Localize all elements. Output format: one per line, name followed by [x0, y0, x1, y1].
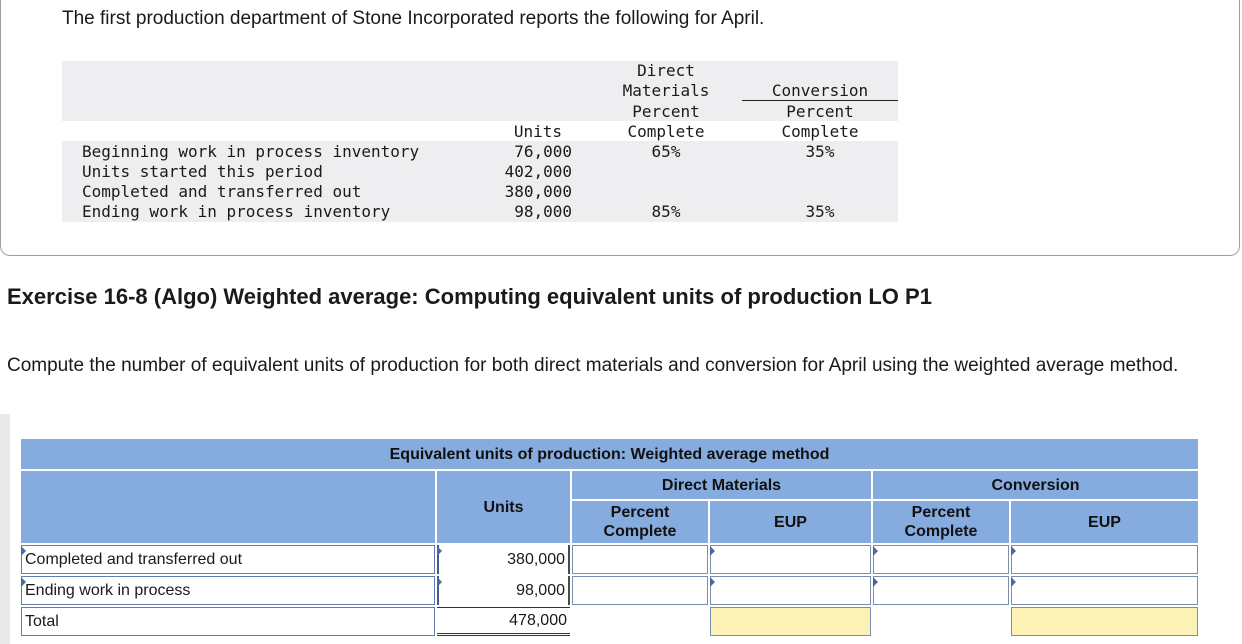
left-gutter [0, 414, 10, 644]
units-completed: 380,000 [437, 545, 570, 574]
row-label-ending-wip: Ending work in process [21, 576, 435, 605]
given-row-conv: 35% [805, 142, 835, 161]
given-header-conv-1: Conversion [771, 81, 869, 100]
dm-percent-completed-input[interactable] [572, 545, 708, 574]
given-row-conv: 35% [805, 202, 835, 221]
dm-eup-completed-input[interactable] [710, 545, 871, 574]
conv-eup-ending-wip-input[interactable] [1011, 576, 1198, 605]
given-row-units: 76,000 [514, 142, 572, 161]
dm-percent-complete-header: Percent Complete [572, 501, 708, 543]
cell-marker-icon [21, 577, 26, 587]
dm-eup-header: EUP [710, 501, 871, 543]
given-row-label: Ending work in process inventory [82, 202, 391, 221]
given-row-label: Beginning work in process inventory [82, 142, 420, 161]
row-label-completed: Completed and transferred out [21, 545, 435, 574]
given-row-units: 380,000 [504, 182, 572, 201]
row-label-total: Total [21, 607, 435, 636]
direct-materials-header: Direct Materials [572, 471, 871, 499]
dm-percent-ending-wip-input[interactable] [572, 576, 708, 605]
cell-marker-icon [437, 546, 442, 556]
units-ending-wip: 98,000 [437, 576, 570, 605]
exercise-instruction: Compute the number of equivalent units o… [7, 355, 1179, 376]
given-header-units: Units [513, 122, 562, 141]
cell-marker-icon [710, 577, 715, 587]
given-row-units: 98,000 [514, 202, 572, 221]
given-header-dm-4: Complete [627, 122, 705, 141]
dm-eup-ending-wip-input[interactable] [710, 576, 871, 605]
given-row-units: 402,000 [504, 162, 572, 181]
eup-worksheet: Equivalent units of production: Weighted… [21, 439, 1198, 639]
given-header-conv-2: Percent [786, 102, 854, 121]
given-row-dm: 65% [651, 142, 681, 161]
units-total: 478,000 [437, 607, 570, 636]
conv-percent-complete-header: Percent Complete [873, 501, 1009, 543]
conv-eup-completed-input[interactable] [1011, 545, 1198, 574]
given-header-dm-3: Percent [632, 102, 700, 121]
cell-marker-icon [1011, 577, 1016, 587]
cell-marker-icon [437, 577, 442, 587]
conv-eup-header: EUP [1011, 501, 1198, 543]
worksheet-title: Equivalent units of production: Weighted… [21, 439, 1198, 469]
units-header: Units [437, 471, 570, 543]
problem-card [0, 0, 1240, 256]
problem-intro: The first production department of Stone… [62, 8, 765, 29]
cell-marker-icon [873, 577, 878, 587]
given-header-dm-2: Materials [622, 81, 710, 100]
conversion-header: Conversion [873, 471, 1198, 499]
cell-marker-icon [873, 546, 878, 556]
dm-eup-total-input[interactable] [710, 607, 871, 636]
cell-marker-icon [1011, 546, 1016, 556]
cell-marker-icon [710, 546, 715, 556]
exercise-title: Exercise 16-8 (Algo) Weighted average: C… [7, 284, 932, 309]
given-row-label: Completed and transferred out [82, 182, 362, 201]
cell-marker-icon [21, 546, 26, 556]
given-row-dm: 85% [651, 202, 681, 221]
given-header-conv-3: Complete [781, 122, 859, 141]
conv-eup-total-input[interactable] [1011, 607, 1198, 636]
given-row-label: Units started this period [82, 162, 323, 181]
conv-percent-completed-input[interactable] [873, 545, 1009, 574]
given-header-dm-1: Direct [637, 61, 695, 80]
conv-percent-ending-wip-input[interactable] [873, 576, 1009, 605]
